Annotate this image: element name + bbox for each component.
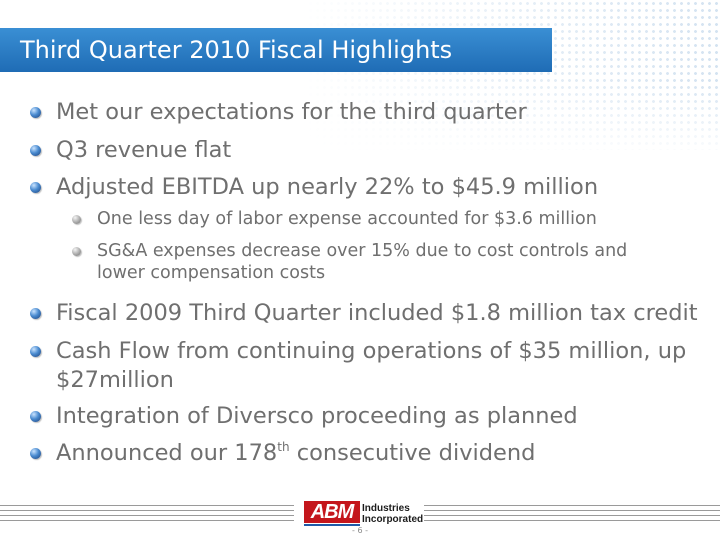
logo-underline [304,524,360,526]
bullet-dot-icon [30,448,41,459]
logo-mark: ABM [304,501,360,523]
sub-bullet-item: SG&A expenses decrease over 15% due to c… [97,241,628,261]
dot-pattern-fade [300,80,720,160]
bullet-item: Fiscal 2009 Third Quarter included $1.8 … [56,300,698,326]
bullet-dot-icon [30,145,41,156]
bullet-dot-icon [30,308,41,319]
bullet-item: Adjusted EBITDA up nearly 22% to $45.9 m… [56,174,599,200]
bullet-text: Announced our 178 [56,440,278,466]
company-logo: ABM Industries Incorporated [294,497,424,531]
page-number: - 6 - [352,526,368,535]
logo-word-line2: Incorporated [362,514,424,525]
bullet-text: consecutive dividend [289,440,536,466]
bullet-item: Cash Flow from continuing operations of … [56,338,687,364]
bullet-dot-icon [30,107,41,118]
bullet-item: Announced our 178th consecutive dividend [56,439,535,467]
bullet-dot-icon [30,346,41,357]
slide-title: Third Quarter 2010 Fiscal Highlights [20,36,453,64]
sub-bullet-item: One less day of labor expense accounted … [97,209,597,229]
bullet-item: Q3 revenue flat [56,137,232,163]
bullet-item: Met our expectations for the third quart… [56,99,527,125]
sub-bullet-dot-icon [72,247,81,256]
logo-word-line1: Industries [362,503,410,514]
bullet-dot-icon [30,411,41,422]
sub-bullet-dot-icon [72,215,81,224]
bullet-dot-icon [30,182,41,193]
ordinal-superscript: th [277,440,290,454]
bullet-item-continued: $27million [56,367,174,393]
title-bar: Third Quarter 2010 Fiscal Highlights [0,28,552,72]
sub-bullet-item-continued: lower compensation costs [97,263,326,283]
bullet-item: Integration of Diversco proceeding as pl… [56,403,578,429]
